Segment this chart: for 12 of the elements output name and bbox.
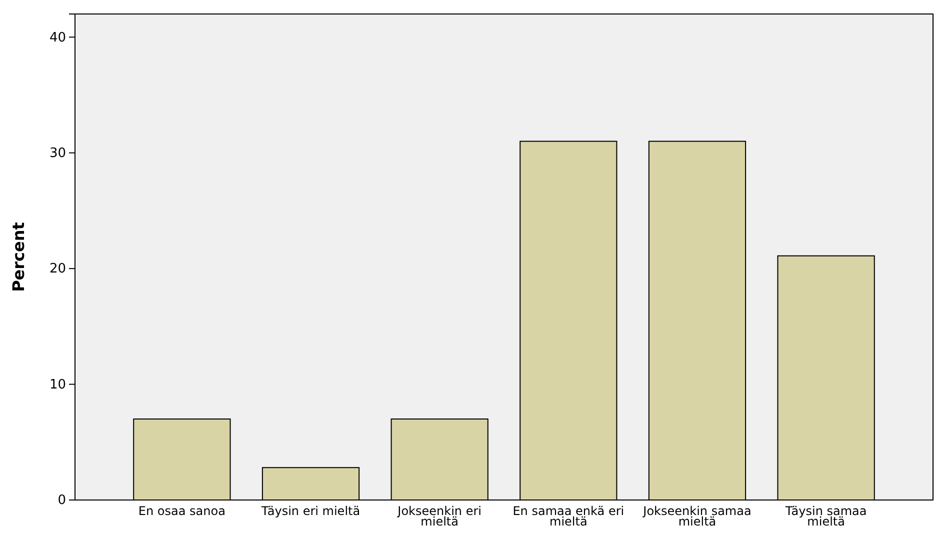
x-tick-label: Jokseenkin eri mieltä bbox=[396, 504, 482, 529]
y-axis-title: Percent bbox=[9, 222, 28, 292]
x-tick-label: Täysin samaa mieltä bbox=[784, 504, 867, 529]
y-tick-label: 10 bbox=[49, 377, 66, 392]
x-tick-label: En osaa sanoa bbox=[138, 504, 226, 518]
y-tick-label: 20 bbox=[49, 262, 66, 277]
y-tick-label: 40 bbox=[49, 30, 66, 46]
y-tick-label: 0 bbox=[58, 493, 66, 508]
x-tick-label: Täysin eri mieltä bbox=[260, 504, 360, 518]
y-tick-label: 30 bbox=[49, 146, 66, 162]
x-tick-label: Jokseenkin samaa mieltä bbox=[642, 504, 752, 529]
x-tick-label: En samaa enkä eri mieltä bbox=[512, 504, 624, 529]
